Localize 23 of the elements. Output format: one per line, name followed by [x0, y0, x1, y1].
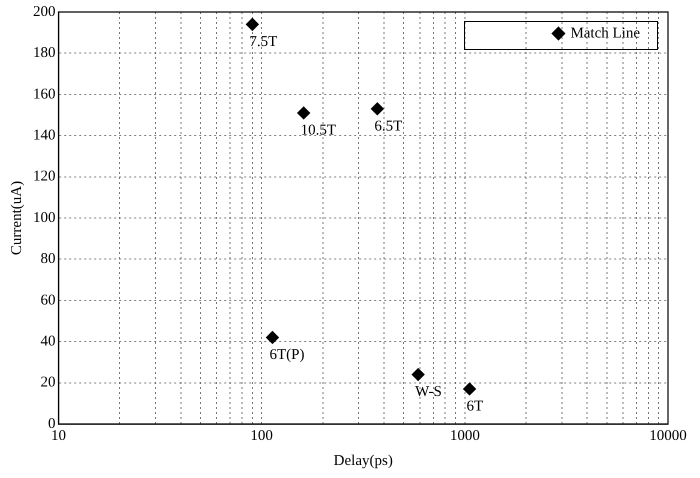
- annotation: 10.5T: [300, 122, 336, 138]
- legend-label: Match Line: [570, 25, 640, 42]
- y-tick-label: 140: [33, 128, 56, 144]
- x-tick-label: 10: [51, 428, 66, 444]
- y-tick-label: 40: [40, 334, 56, 350]
- x-tick-label: 100: [250, 428, 273, 444]
- annotation: 6.5T: [374, 118, 402, 134]
- annotation: 6T(P): [269, 346, 304, 363]
- annotation: 6T: [466, 398, 484, 414]
- x-axis-title: Delay(ps): [334, 452, 393, 469]
- y-tick-label: 20: [40, 374, 56, 391]
- y-tick-label: 80: [40, 251, 56, 268]
- y-tick-label: 100: [33, 210, 56, 226]
- annotation: W-S: [415, 384, 442, 400]
- x-tick-label: 1000: [450, 428, 480, 444]
- y-axis-title: Current(uA): [8, 180, 25, 256]
- y-tick-label: 180: [33, 45, 56, 62]
- y-tick-label: 60: [40, 292, 56, 308]
- y-tick-label: 120: [33, 168, 56, 185]
- y-tick-label: 160: [33, 86, 56, 102]
- x-tick-label: 10000: [649, 428, 687, 444]
- y-tick-label: 200: [33, 4, 56, 20]
- annotation: 7.5T: [249, 34, 278, 50]
